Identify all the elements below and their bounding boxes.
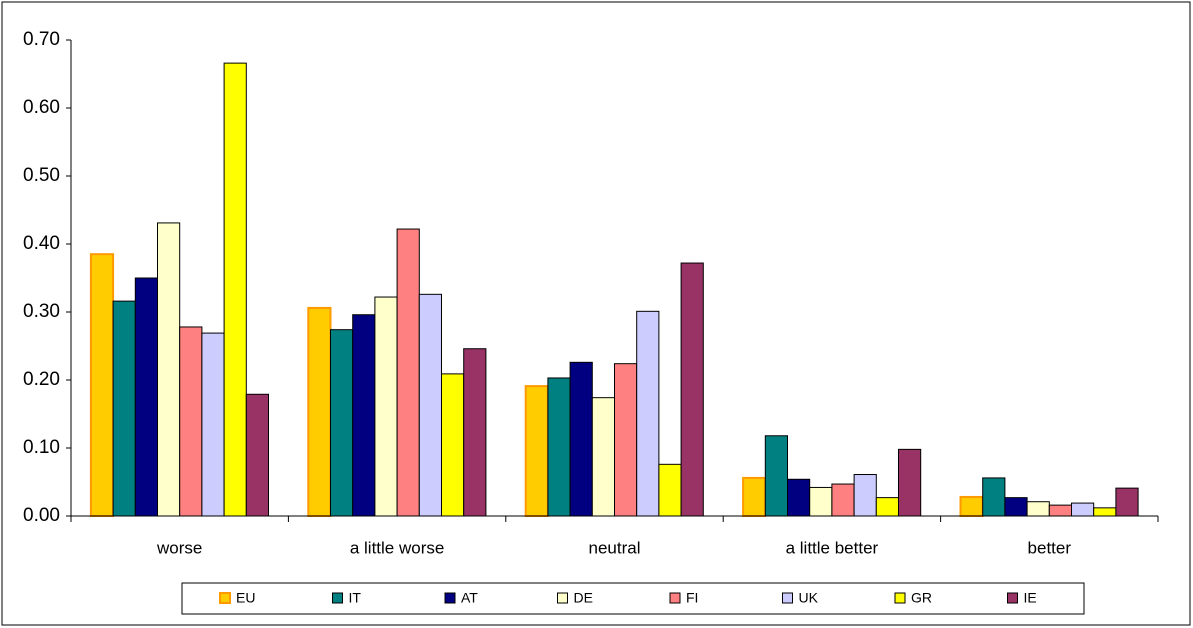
bar bbox=[201, 332, 225, 517]
bar bbox=[875, 497, 899, 517]
y-tick-label: 0.20 bbox=[23, 369, 60, 390]
y-tick-label: 0.00 bbox=[23, 505, 60, 526]
bar bbox=[330, 329, 354, 517]
bar bbox=[418, 293, 442, 517]
x-tick-label: worse bbox=[156, 538, 202, 557]
legend-swatch bbox=[782, 592, 793, 604]
x-tick-label: better bbox=[1028, 538, 1072, 557]
bar bbox=[1093, 507, 1117, 517]
legend-label: IT bbox=[349, 590, 362, 606]
bar bbox=[524, 385, 549, 517]
legend-label: GR bbox=[911, 590, 932, 606]
legend-label: FI bbox=[686, 590, 698, 606]
bar bbox=[853, 474, 877, 517]
bar bbox=[742, 476, 767, 518]
bar bbox=[396, 228, 420, 517]
bar bbox=[831, 483, 855, 517]
bar bbox=[591, 397, 615, 517]
bar bbox=[547, 377, 571, 517]
bar bbox=[179, 326, 203, 517]
legend-swatch bbox=[332, 592, 343, 604]
bar bbox=[658, 463, 682, 517]
x-tick-label: a little better bbox=[786, 538, 879, 557]
bar bbox=[764, 435, 788, 517]
bar bbox=[157, 222, 181, 517]
bar bbox=[223, 62, 247, 517]
legend-label: AT bbox=[461, 590, 478, 606]
y-tick-label: 0.40 bbox=[23, 233, 60, 254]
bar bbox=[112, 300, 136, 517]
y-tick-label: 0.30 bbox=[23, 301, 60, 322]
bar bbox=[134, 277, 159, 517]
bar bbox=[809, 486, 833, 517]
bar bbox=[89, 253, 115, 517]
legend-swatch bbox=[669, 592, 681, 604]
legend-swatch bbox=[444, 592, 456, 604]
y-tick-label: 0.10 bbox=[23, 437, 60, 458]
legend-swatch bbox=[894, 592, 906, 604]
bar bbox=[569, 361, 593, 517]
x-tick-label: a little worse bbox=[350, 538, 444, 557]
y-tick-label: 0.60 bbox=[23, 97, 60, 118]
bar bbox=[982, 477, 1006, 517]
bar bbox=[1115, 487, 1139, 517]
bar bbox=[463, 348, 487, 517]
y-tick-label: 0.70 bbox=[23, 29, 60, 50]
x-tick-label: neutral bbox=[589, 538, 641, 557]
bar bbox=[614, 363, 638, 517]
bar bbox=[374, 296, 398, 517]
legend-swatch bbox=[557, 592, 568, 604]
y-tick-label: 0.50 bbox=[23, 165, 60, 186]
legend-label: UK bbox=[799, 590, 819, 606]
bar bbox=[1026, 501, 1050, 517]
legend-box bbox=[181, 582, 1085, 615]
bar bbox=[959, 495, 984, 517]
bar bbox=[441, 373, 465, 517]
bar bbox=[680, 262, 704, 517]
bar bbox=[1004, 497, 1028, 517]
bar bbox=[787, 478, 811, 517]
legend-label: IE bbox=[1024, 590, 1037, 606]
bar bbox=[1048, 504, 1073, 517]
bar bbox=[245, 393, 270, 517]
bar bbox=[307, 306, 332, 518]
legend-swatch bbox=[219, 592, 231, 604]
legend-label: DE bbox=[574, 590, 593, 606]
bar bbox=[636, 310, 660, 517]
legend-swatch bbox=[1007, 592, 1018, 604]
bar bbox=[898, 448, 922, 517]
bar bbox=[352, 314, 376, 517]
legend-label: EU bbox=[236, 590, 255, 606]
bar bbox=[1071, 502, 1095, 517]
